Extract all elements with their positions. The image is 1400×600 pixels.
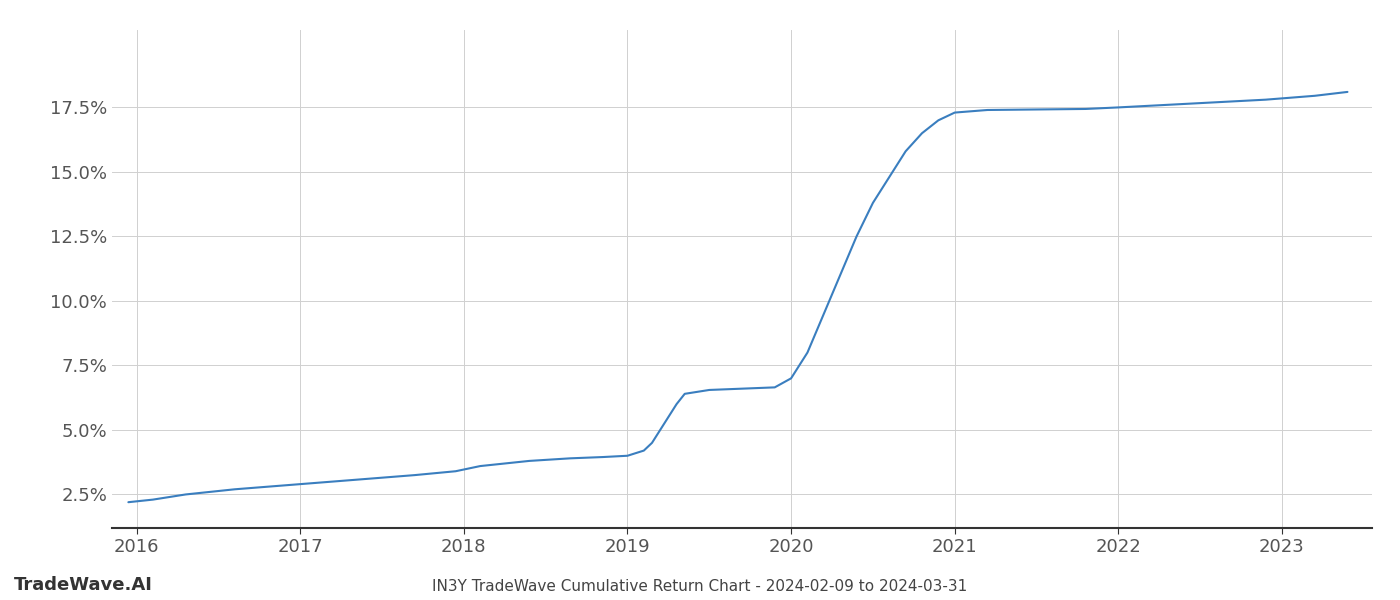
Text: IN3Y TradeWave Cumulative Return Chart - 2024-02-09 to 2024-03-31: IN3Y TradeWave Cumulative Return Chart -…: [433, 579, 967, 594]
Text: TradeWave.AI: TradeWave.AI: [14, 576, 153, 594]
